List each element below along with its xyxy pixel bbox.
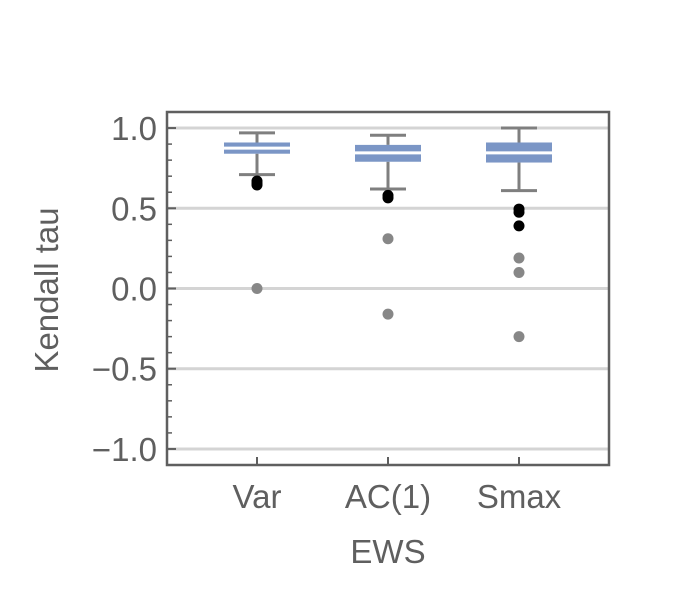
- far-outlier-point: [513, 206, 525, 218]
- y-tick-label: 1.0: [111, 110, 157, 147]
- x-tick-label: Var: [233, 478, 282, 515]
- x-axis: Var AC(1) Smax: [233, 457, 562, 515]
- outlier-point: [382, 308, 394, 320]
- y-tick-label: 0.0: [111, 271, 157, 308]
- outlier-point: [513, 266, 525, 278]
- y-axis: 1.0 0.5 0.0 −0.5 −1.0: [92, 110, 176, 468]
- far-outlier-point: [513, 220, 525, 232]
- box-plot-series: [224, 126, 552, 343]
- y-tick-label: −0.5: [92, 351, 157, 388]
- box-var: [224, 131, 290, 294]
- x-tick-label: AC(1): [345, 478, 431, 515]
- far-outlier-point: [382, 192, 394, 204]
- outlier-point: [513, 331, 525, 343]
- box-smax: [486, 126, 552, 343]
- outlier-point: [513, 252, 525, 264]
- outlier-point: [382, 233, 394, 245]
- y-tick-label: −1.0: [92, 431, 157, 468]
- y-tick-label: 0.5: [111, 190, 157, 227]
- far-outlier-point: [251, 179, 263, 191]
- box-ac1: [355, 133, 421, 320]
- y-axis-title: Kendall tau: [28, 207, 65, 372]
- x-axis-title: EWS: [350, 533, 425, 570]
- outlier-point: [251, 283, 263, 294]
- x-tick-label: Smax: [477, 478, 562, 515]
